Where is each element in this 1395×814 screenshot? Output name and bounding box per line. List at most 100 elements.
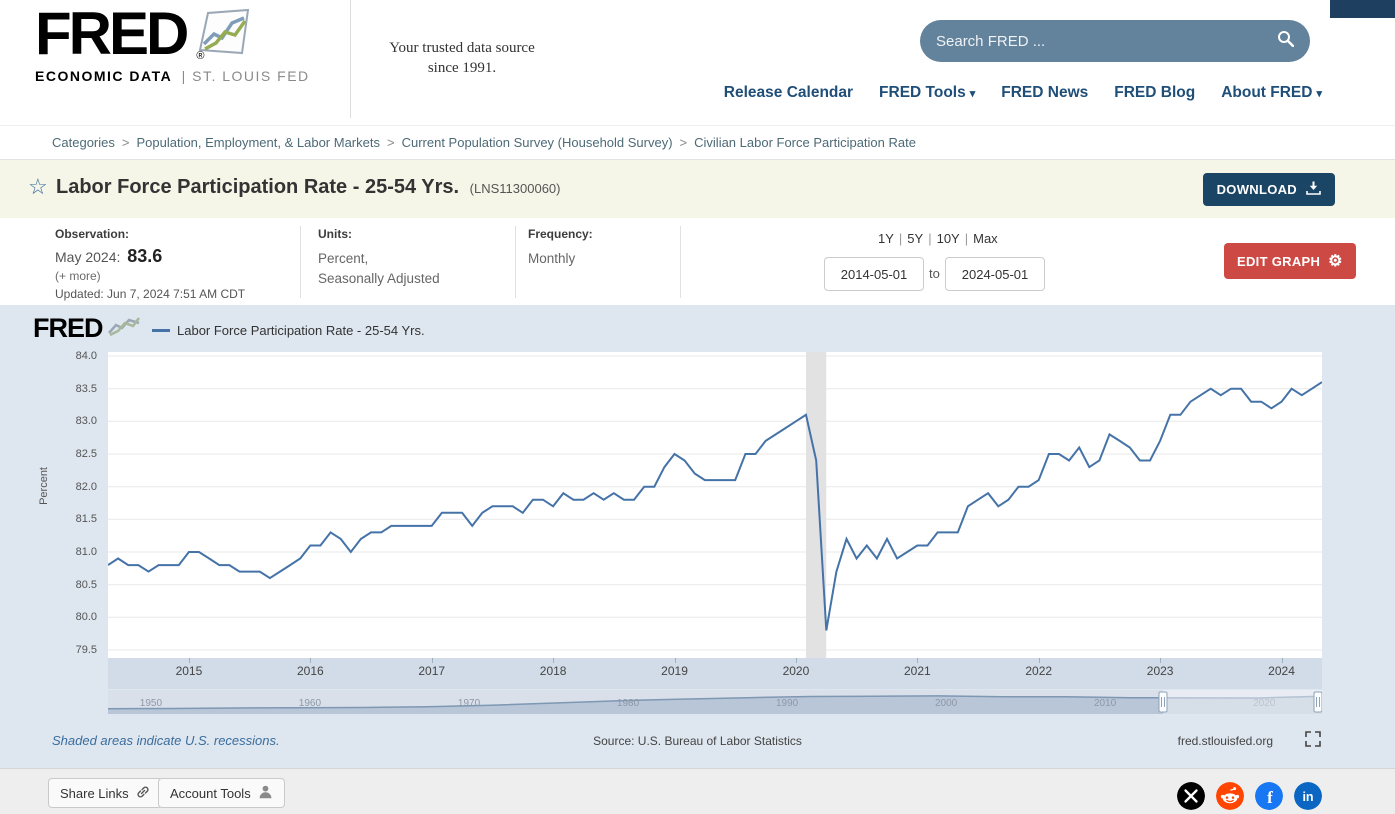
watermark-chart-icon bbox=[107, 315, 141, 342]
tagline: Your trusted data source since 1991. bbox=[372, 38, 552, 79]
y-axis-label: 80.5 bbox=[75, 578, 97, 591]
person-icon bbox=[258, 784, 273, 802]
account-tools-button[interactable]: Account Tools bbox=[158, 778, 285, 808]
series-line bbox=[107, 381, 1323, 631]
range-preset-10y[interactable]: 10Y bbox=[936, 231, 960, 246]
slider-preview-area bbox=[108, 695, 1322, 714]
nav-about-fred[interactable]: About FRED ▾ bbox=[1221, 84, 1322, 101]
x-axis-label: 2018 bbox=[539, 664, 567, 678]
x-axis-label: 2024 bbox=[1268, 664, 1295, 678]
facebook-icon[interactable]: f bbox=[1255, 782, 1283, 810]
preset-separator: | bbox=[928, 231, 932, 246]
y-axis-title: Percent bbox=[38, 467, 50, 505]
updated-timestamp: Updated: Jun 7, 2024 7:51 AM CDT bbox=[55, 287, 246, 301]
x-axis-label: 2017 bbox=[418, 664, 446, 678]
y-axis-label: 82.5 bbox=[75, 448, 97, 460]
fred-watermark: FRED bbox=[33, 313, 141, 344]
nav-fred-tools[interactable]: FRED Tools ▾ bbox=[879, 84, 976, 101]
fullscreen-icon[interactable] bbox=[1305, 731, 1323, 749]
edit-graph-button[interactable]: EDIT GRAPH ⚙ bbox=[1224, 243, 1356, 279]
more-observations-link[interactable]: (+ more) bbox=[55, 269, 101, 283]
slider-preview-line bbox=[107, 695, 1323, 710]
search-bar[interactable] bbox=[920, 20, 1310, 62]
slider-year-label: 2010 bbox=[1094, 698, 1117, 709]
range-preset-max[interactable]: Max bbox=[973, 231, 998, 246]
y-axis-label: 83.0 bbox=[75, 415, 97, 428]
units-value-line2: Seasonally Adjusted bbox=[318, 270, 440, 286]
favorite-star-icon[interactable]: ☆ bbox=[28, 174, 48, 199]
slider-selected-range[interactable] bbox=[1163, 690, 1322, 714]
observation-value: 83.6 bbox=[127, 246, 163, 266]
breadcrumb-labor-markets[interactable]: Population, Employment, & Labor Markets bbox=[136, 135, 380, 150]
breadcrumb: Categories > Population, Employment, & L… bbox=[0, 125, 1395, 160]
time-series-plot[interactable] bbox=[107, 352, 1323, 658]
breadcrumb-lfpr[interactable]: Civilian Labor Force Participation Rate bbox=[694, 135, 916, 150]
corner-strip bbox=[1330, 0, 1395, 18]
reddit-icon[interactable] bbox=[1216, 782, 1244, 810]
search-input[interactable] bbox=[936, 32, 1277, 50]
site-url: fred.stlouisfed.org bbox=[1177, 734, 1273, 748]
x-axis-label: 2020 bbox=[782, 664, 810, 678]
share-links-button[interactable]: Share Links bbox=[48, 778, 162, 808]
main-nav: Release Calendar FRED Tools ▾ FRED News F… bbox=[724, 84, 1322, 102]
x-axis-label: 2021 bbox=[903, 664, 931, 678]
slider-year-label: 1980 bbox=[617, 698, 640, 709]
svg-text:f: f bbox=[1267, 788, 1273, 807]
fred-logo[interactable]: FRED ® ECONOMIC DATA | ST. LOUIS FED bbox=[35, 3, 310, 84]
units-block: Units: Percent, Seasonally Adjusted bbox=[318, 227, 440, 288]
series-meta: Observation: May 2024: 83.6 (+ more) Upd… bbox=[0, 218, 1395, 305]
x-axis-tickmark bbox=[188, 658, 190, 663]
footer: Share Links Account Tools f in bbox=[0, 768, 1395, 814]
linkedin-icon[interactable]: in bbox=[1294, 782, 1322, 810]
fred-logo-chart-icon bbox=[192, 8, 250, 61]
nav-fred-blog[interactable]: FRED Blog bbox=[1114, 84, 1196, 101]
watermark-text: FRED bbox=[33, 313, 103, 343]
registered-mark: ® bbox=[196, 50, 205, 62]
download-button[interactable]: DOWNLOAD bbox=[1202, 173, 1335, 206]
date-from-input[interactable] bbox=[824, 257, 924, 291]
x-axis-tickmark bbox=[1160, 658, 1162, 663]
title-bar: ☆ Labor Force Participation Rate - 25-54… bbox=[0, 160, 1395, 218]
recession-note-link[interactable]: Shaded areas indicate U.S. recessions. bbox=[52, 733, 280, 748]
observation-block: Observation: May 2024: 83.6 (+ more) Upd… bbox=[55, 227, 245, 301]
y-axis-label: 83.5 bbox=[75, 382, 97, 395]
search-icon[interactable] bbox=[1277, 30, 1295, 52]
slider-handle-right[interactable] bbox=[1313, 691, 1323, 713]
logo-subtext: ECONOMIC DATA bbox=[35, 68, 173, 84]
y-axis-label: 79.5 bbox=[75, 644, 97, 656]
breadcrumb-categories[interactable]: Categories bbox=[52, 135, 115, 150]
nav-fred-news[interactable]: FRED News bbox=[1001, 84, 1089, 101]
x-axis-tickmark bbox=[310, 658, 312, 663]
meta-divider bbox=[515, 226, 516, 298]
nav-release-calendar[interactable]: Release Calendar bbox=[723, 84, 854, 101]
range-preset-1y[interactable]: 1Y bbox=[878, 231, 894, 246]
slider-year-label: 1970 bbox=[458, 698, 481, 709]
date-range-slider[interactable]: 1950 1960 1970 1980 1990 2000 2010 2020 bbox=[107, 690, 1323, 714]
breadcrumb-separator: > bbox=[679, 135, 688, 150]
slider-year-label: 2020 bbox=[1253, 698, 1276, 709]
tagline-line1: Your trusted data source bbox=[389, 40, 535, 56]
preset-separator: | bbox=[964, 231, 969, 246]
x-axis-label: 2019 bbox=[661, 664, 688, 678]
x-axis-label: 2022 bbox=[1025, 664, 1053, 678]
plot-area[interactable] bbox=[107, 352, 1323, 658]
x-axis-tickmark bbox=[1281, 658, 1283, 663]
svg-text:in: in bbox=[1302, 790, 1313, 804]
date-to-input[interactable] bbox=[945, 257, 1045, 291]
legend-line-swatch bbox=[152, 329, 170, 332]
y-axis-label: 81.5 bbox=[75, 513, 97, 526]
range-preset-5y[interactable]: 5Y bbox=[907, 231, 924, 246]
source-note: Source: U.S. Bureau of Labor Statistics bbox=[593, 734, 802, 748]
download-icon bbox=[1306, 181, 1321, 198]
x-axis-label: 2023 bbox=[1146, 664, 1174, 678]
x-twitter-icon[interactable] bbox=[1177, 782, 1205, 810]
tagline-line2: since 1991. bbox=[427, 60, 497, 77]
gear-icon: ⚙ bbox=[1328, 253, 1343, 270]
slider-handle-left[interactable] bbox=[1158, 691, 1168, 713]
chevron-down-icon: ▾ bbox=[1316, 87, 1322, 100]
chart-section: FRED Labor Force Participation Rate - 25… bbox=[0, 305, 1395, 768]
breadcrumb-cps[interactable]: Current Population Survey (Household Sur… bbox=[401, 135, 673, 150]
range-presets: 1Y | 5Y | 10Y | Max bbox=[878, 231, 998, 246]
preset-separator: | bbox=[898, 231, 903, 246]
